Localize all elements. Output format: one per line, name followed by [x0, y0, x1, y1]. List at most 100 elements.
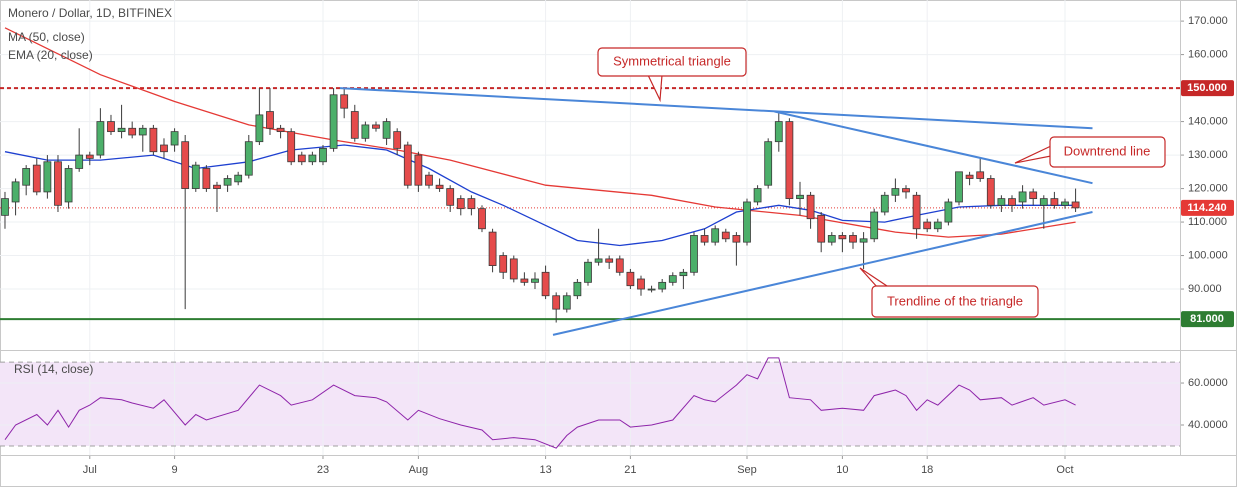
candle-body: [96, 121, 105, 156]
candle-body: [478, 208, 486, 230]
candle-body: [605, 258, 614, 263]
candle-body: [986, 178, 995, 206]
candle-body: [467, 198, 476, 210]
candle-body: [308, 154, 317, 163]
candle-body: [1018, 191, 1027, 203]
candle-body: [531, 278, 539, 283]
candle-body: [637, 278, 645, 290]
candle-body: [965, 174, 974, 179]
candle-body: [425, 174, 433, 186]
candle-body: [923, 221, 932, 230]
candle-body: [107, 121, 115, 133]
annotation-text: Downtrend line: [1064, 143, 1151, 158]
candle-body: [690, 235, 698, 273]
candle-body: [849, 235, 857, 243]
x-tick-label: Oct: [1056, 464, 1073, 476]
y-tick-label: 60.0000: [1188, 377, 1228, 389]
candle-body: [22, 168, 31, 186]
candle-body: [499, 255, 508, 273]
candle-body: [181, 141, 190, 189]
y-tick-label: 90.000: [1188, 283, 1222, 295]
candle-body: [1061, 201, 1069, 206]
candle-body: [255, 114, 264, 143]
candle-body: [149, 127, 158, 153]
annotation-box: [871, 285, 1039, 318]
x-tick-label: Jul: [83, 464, 97, 476]
candle-body: [658, 281, 667, 290]
candle-body: [509, 258, 518, 280]
candle-body: [870, 211, 879, 240]
candle-body: [1008, 198, 1016, 206]
annotation: Symmetrical triangle: [597, 47, 747, 103]
candle-body: [933, 221, 942, 230]
annotation: Downtrend line: [1014, 136, 1166, 168]
y-tick-label: 130.000: [1188, 149, 1228, 161]
candle-body: [266, 111, 274, 129]
candle-body: [976, 171, 985, 179]
x-tick-label: 21: [624, 464, 636, 476]
candle-body: [1071, 201, 1080, 209]
candle-body: [1039, 198, 1048, 206]
candle-body: [446, 188, 455, 206]
x-tick-label: 13: [539, 464, 551, 476]
annotation-text: Trendline of the triangle: [887, 293, 1023, 308]
price-tag: [1181, 199, 1234, 216]
candle-body: [414, 154, 423, 186]
candle-body: [85, 154, 94, 159]
candle-body: [393, 131, 402, 149]
trendline: [552, 211, 1093, 336]
candle-body: [891, 188, 900, 196]
annotation: Trendline of the triangle: [859, 267, 1039, 318]
x-tick-label: 10: [836, 464, 848, 476]
ma-line: [4, 27, 1076, 238]
candle-body: [955, 171, 963, 203]
candle-body: [43, 161, 52, 193]
plot-layer: Jul 9 23 Aug 13 21 Sep 10 18 Oct 90.000 100.000 110.…: [0, 0, 1234, 476]
candle-body: [774, 121, 783, 143]
candle-body: [32, 164, 41, 193]
candle-body: [117, 127, 126, 133]
candle-body: [170, 131, 179, 146]
price-tag: [1181, 80, 1234, 97]
candle-body: [1, 198, 9, 216]
candle-body: [711, 228, 720, 243]
candle-body: [191, 164, 200, 189]
candle-body: [64, 168, 73, 203]
x-tick-label: 9: [172, 464, 178, 476]
candle-body: [785, 121, 794, 200]
candle-body: [626, 271, 635, 287]
candle-body: [350, 111, 359, 139]
candle-body: [679, 271, 688, 277]
candle-body: [944, 201, 953, 223]
y-tick-label: 110.000: [1188, 216, 1227, 228]
candle-body: [244, 141, 253, 176]
candle-body: [880, 194, 889, 213]
candle-body: [912, 194, 921, 230]
candle-body: [721, 231, 730, 240]
candle-body: [594, 258, 603, 263]
candle-body: [743, 201, 751, 243]
candle-body: [488, 231, 497, 266]
candle-body: [361, 124, 370, 139]
candle-body: [319, 147, 327, 163]
candle-body: [11, 181, 20, 203]
candle-body: [827, 235, 836, 243]
annotation-text: Symmetrical triangle: [613, 53, 731, 68]
candle-body: [700, 235, 709, 243]
candle-body: [297, 154, 306, 163]
candle-body: [456, 198, 465, 210]
candle-body: [806, 194, 815, 220]
candle-body: [584, 261, 592, 283]
legend-ema: EMA (20, close): [8, 48, 93, 62]
candle-body: [202, 168, 211, 189]
trendline: [339, 87, 1093, 130]
candle-body: [573, 281, 582, 297]
annotation-box: [1049, 136, 1166, 168]
candle-body: [403, 144, 412, 186]
candle-body: [1050, 198, 1059, 206]
chart-title: Monero / Dollar, 1D, BITFINEX: [8, 6, 172, 20]
candle-body: [382, 121, 391, 139]
candle-body: [764, 141, 773, 186]
candle-body: [138, 127, 147, 136]
candle-body: [817, 214, 826, 243]
